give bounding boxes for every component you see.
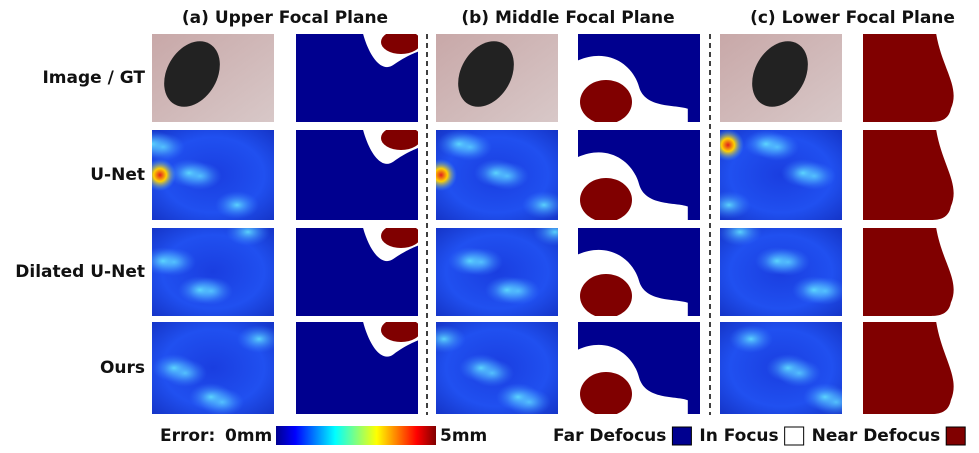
segmentation [296, 126, 421, 220]
error-spot [215, 191, 259, 219]
ground-truth [296, 30, 421, 122]
error-map [141, 218, 274, 316]
error-spot [744, 130, 788, 158]
error-map [707, 129, 842, 220]
error-spot [803, 383, 847, 411]
error-spot [448, 247, 492, 275]
segmentation [863, 228, 979, 316]
legend-swatch [785, 427, 804, 445]
segmentation [578, 228, 700, 318]
colorbar-min: 0mm [225, 426, 272, 446]
segmentation [863, 130, 979, 220]
seg-near [580, 80, 632, 124]
error-spot [729, 325, 773, 353]
seg-near [381, 224, 421, 248]
colorbar-max: 5mm [440, 426, 487, 446]
input-image [436, 31, 558, 122]
error-spot [522, 191, 566, 219]
seg-near [381, 126, 421, 150]
error-spot [178, 276, 222, 304]
error-spot [533, 218, 577, 246]
seg-near [381, 30, 421, 54]
error-spot [226, 218, 270, 246]
row-label: Dilated U-Net [15, 262, 145, 282]
error-map [436, 218, 577, 316]
error-spot [437, 130, 481, 158]
legend-swatch [946, 427, 965, 445]
segmentation [578, 322, 700, 416]
error-spot [496, 383, 540, 411]
error-spot [422, 325, 466, 353]
ground-truth [578, 34, 700, 124]
error-spot [130, 130, 174, 158]
legend-label: Far Defocus [553, 426, 666, 446]
error-hot [144, 159, 176, 191]
error-map [720, 322, 858, 416]
error-map [130, 130, 274, 220]
error-spot [474, 159, 518, 187]
legend-label: In Focus [699, 426, 778, 446]
column-title: (b) Middle Focal Plane [461, 8, 674, 28]
error-spot [766, 354, 810, 382]
colorbar [276, 426, 436, 445]
figure: Error: 0mm 5mm (a) Upper Focal Plane (b) … [0, 0, 979, 449]
error-map [425, 130, 566, 220]
error-spot [755, 247, 799, 275]
row-label: Image / GT [42, 68, 145, 88]
error-hot [425, 159, 457, 191]
seg-near [580, 372, 632, 416]
segmentation [296, 318, 421, 414]
seg-near [580, 178, 632, 222]
error-map [718, 218, 847, 316]
error-spot [707, 191, 751, 219]
input-image [720, 31, 842, 122]
error-spot [781, 159, 825, 187]
column-title: (a) Upper Focal Plane [182, 8, 388, 28]
error-hot [712, 129, 744, 161]
row-label: Ours [100, 358, 145, 378]
segmentation [578, 130, 700, 222]
column-title: (c) Lower Focal Plane [750, 8, 955, 28]
legend-label: Near Defocus [812, 426, 941, 446]
error-map [152, 322, 281, 416]
error-spot [141, 247, 185, 275]
error-spot [485, 276, 529, 304]
seg-near [381, 318, 421, 342]
seg-near [580, 274, 632, 318]
error-spot [189, 383, 233, 411]
error-map [422, 322, 558, 416]
error-spot [718, 218, 762, 246]
input-image [152, 31, 274, 122]
segmentation [296, 224, 421, 316]
ground-truth [863, 34, 979, 122]
error-spot [792, 276, 836, 304]
error-spot [459, 354, 503, 382]
legend-swatch [672, 427, 691, 445]
colorbar-label: Error: [160, 426, 215, 446]
segmentation [863, 322, 979, 414]
error-spot [152, 354, 196, 382]
row-label: U-Net [90, 165, 145, 185]
error-spot [237, 325, 281, 353]
